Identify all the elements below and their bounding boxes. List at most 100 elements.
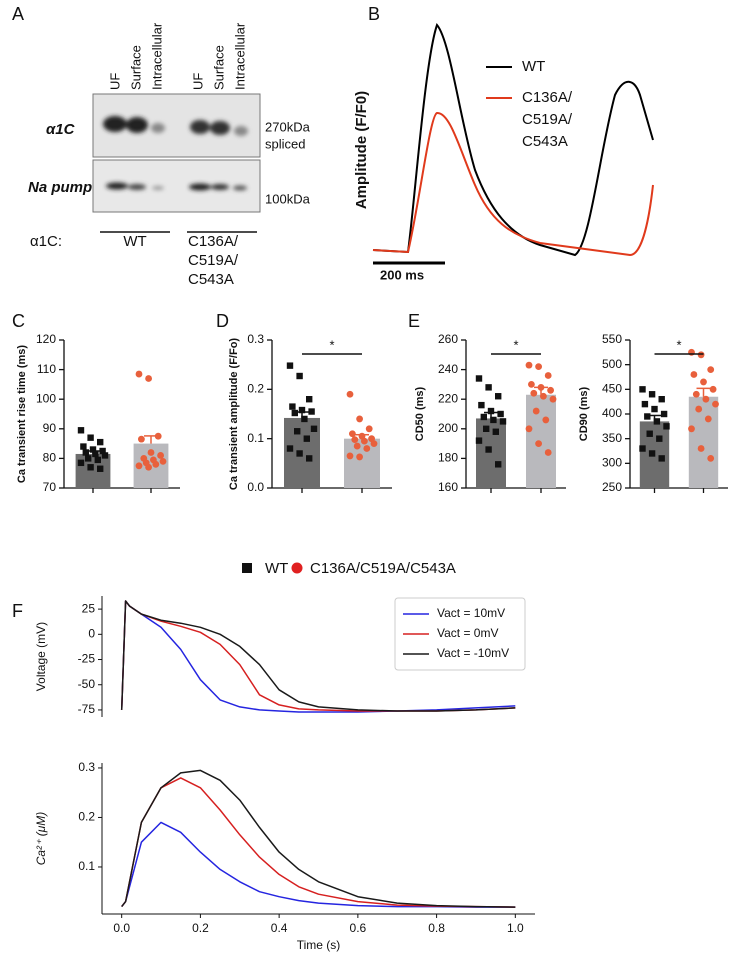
- lane-label: Surface: [128, 45, 143, 90]
- data-point: [363, 445, 371, 452]
- panel-label: F: [12, 601, 23, 621]
- y-tick-label: 110: [37, 362, 56, 376]
- panel-label: B: [368, 4, 380, 24]
- data-point: [704, 415, 712, 423]
- data-point: [648, 450, 656, 457]
- y-tick-label: 0.1: [247, 431, 264, 445]
- y-tick-label: 0.2: [78, 810, 95, 824]
- y-axis-label: Ca²⁺ (μM): [34, 812, 48, 866]
- bands: [103, 116, 248, 191]
- data-point: [365, 425, 373, 433]
- group-label: C136A/: [188, 233, 239, 250]
- data-point: [286, 362, 294, 369]
- data-point: [356, 453, 363, 461]
- data-point: [478, 401, 485, 409]
- panel-label: C: [12, 311, 25, 331]
- construct-label: α1C:: [30, 233, 62, 250]
- data-point: [306, 396, 313, 403]
- band: [234, 126, 248, 136]
- trace-mutant: [372, 111, 654, 257]
- data-point: [135, 462, 143, 470]
- data-point: [495, 393, 502, 400]
- data-point: [87, 464, 94, 471]
- data-point: [692, 390, 700, 398]
- data-point: [346, 390, 354, 398]
- band: [126, 117, 148, 133]
- mw-label: 270kDa: [265, 119, 311, 134]
- significance-label: *: [676, 337, 681, 352]
- y-tick-label: 120: [36, 332, 56, 346]
- data-point: [688, 425, 695, 433]
- data-point: [82, 449, 89, 456]
- y-tick-label: 0.3: [247, 332, 264, 346]
- data-point: [544, 372, 552, 379]
- data-point: [303, 435, 310, 442]
- y-tick-label: -25: [78, 652, 96, 666]
- y-axis-label: CD50 (ms): [414, 386, 426, 441]
- data-point: [525, 361, 533, 369]
- y-tick-label: -75: [78, 702, 96, 716]
- data-point: [296, 450, 303, 457]
- y-tick-label: 250: [602, 480, 622, 494]
- data-point: [310, 425, 318, 432]
- data-point: [475, 437, 483, 444]
- data-point: [475, 375, 483, 382]
- x-tick-label: 1.0: [507, 921, 524, 935]
- data-point: [707, 455, 715, 462]
- line-series: [120, 600, 516, 712]
- data-point: [485, 446, 492, 453]
- y-tick-label: 300: [602, 456, 622, 470]
- y-tick-label: 0.2: [247, 382, 264, 396]
- legend-label: Vact = 10mV: [437, 606, 505, 620]
- band: [106, 182, 128, 190]
- x-tick-label: 0.2: [192, 921, 209, 935]
- data-point: [351, 436, 359, 444]
- data-point: [301, 415, 308, 423]
- lane-label: UF: [107, 73, 122, 90]
- legend-label: C543A: [522, 133, 568, 150]
- data-point: [291, 409, 298, 417]
- trace-wt: [372, 23, 654, 257]
- data-point: [537, 383, 545, 391]
- data-point: [152, 460, 160, 468]
- band: [210, 121, 230, 135]
- bar: [688, 396, 719, 488]
- y-tick-label: 80: [43, 451, 57, 465]
- data-point: [87, 434, 94, 441]
- y-tick-label: 550: [602, 332, 622, 346]
- data-point: [157, 452, 165, 459]
- group-label: C543A: [188, 271, 234, 288]
- lane-label: Surface: [211, 45, 226, 90]
- data-point: [296, 372, 303, 380]
- data-point: [353, 442, 361, 450]
- data-point: [147, 449, 155, 456]
- data-point: [159, 457, 167, 465]
- data-point: [92, 450, 99, 458]
- data-point: [658, 396, 665, 403]
- data-point: [646, 430, 653, 437]
- data-point: [535, 440, 542, 447]
- data-point: [663, 423, 670, 430]
- data-point: [653, 418, 661, 425]
- data-point: [697, 445, 705, 452]
- data-point: [306, 455, 313, 462]
- data-point: [697, 351, 705, 359]
- y-axis-label: Ca transient rise time (ms): [16, 345, 28, 483]
- legend-label: C519A/: [522, 111, 573, 128]
- data-point: [289, 403, 296, 410]
- legend-label: Vact = 0mV: [437, 626, 498, 640]
- legend-label: WT: [522, 58, 545, 75]
- data-point: [89, 446, 97, 453]
- legend-label: Vact = -10mV: [437, 646, 509, 660]
- data-point: [532, 407, 540, 415]
- data-point: [544, 449, 552, 456]
- legend-label: C136A/C519A/C543A: [310, 560, 456, 577]
- data-point: [145, 375, 153, 382]
- lane-label: Intracellular: [232, 22, 247, 90]
- y-tick-label: 0.0: [247, 480, 264, 494]
- y-tick-label: -50: [78, 677, 96, 691]
- data-point: [660, 410, 668, 418]
- line-series: [121, 777, 516, 908]
- data-point: [648, 391, 656, 398]
